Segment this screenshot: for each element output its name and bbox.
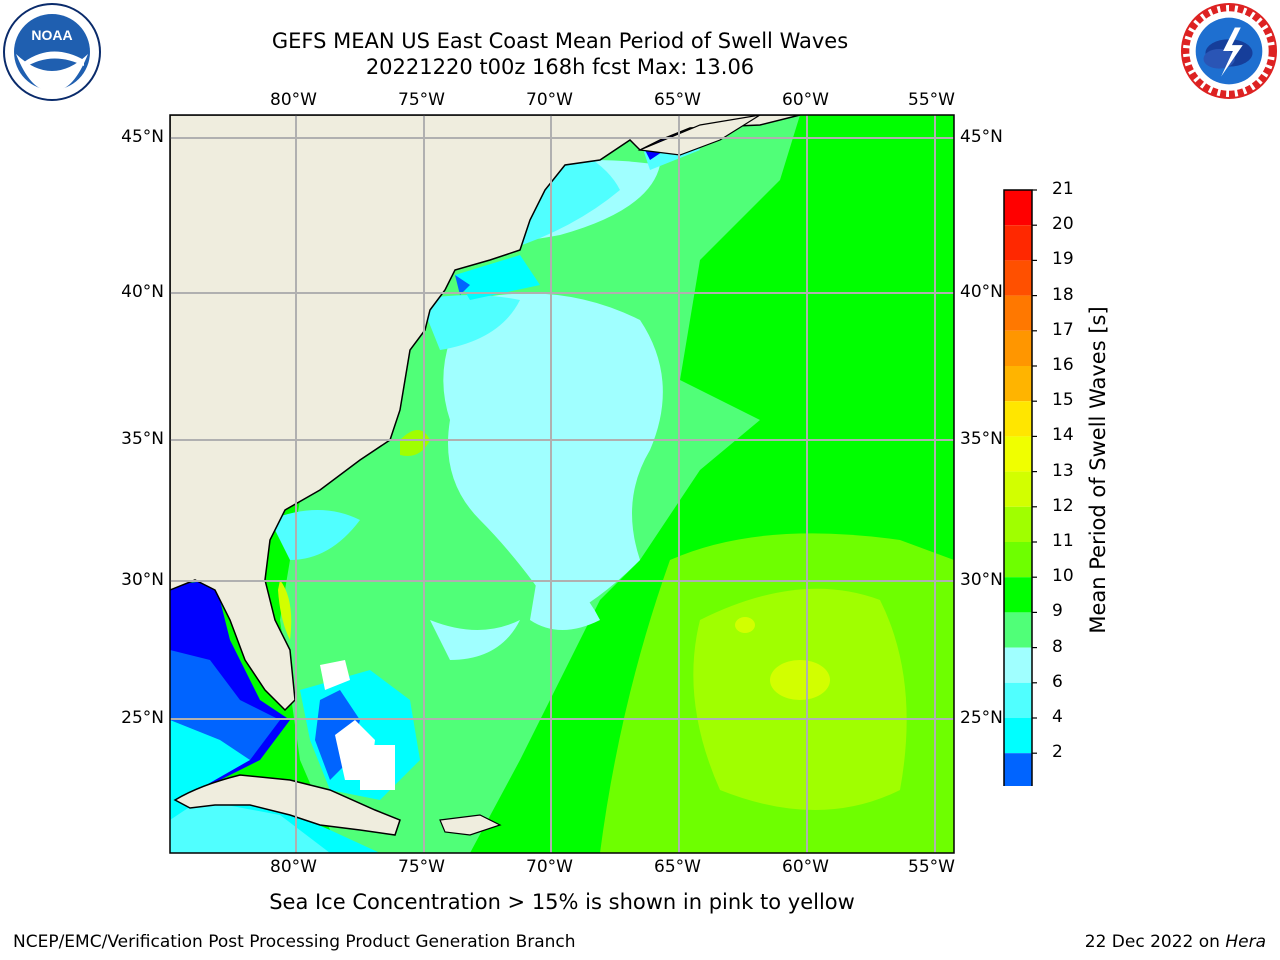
lat-tick-right: 40°N [960, 282, 1003, 302]
colorbar-tick-label: 15 [1052, 390, 1074, 411]
footer-credit: NCEP/EMC/Verification Post Processing Pr… [13, 932, 576, 952]
lon-tick-bottom: 70°W [526, 857, 573, 877]
noaa-logo-text: NOAA [31, 27, 72, 43]
colorbar-tick-label: 13 [1052, 460, 1074, 481]
colorbar-tick-label: 16 [1052, 355, 1074, 375]
colorbar-tick-label: 14 [1052, 425, 1074, 446]
map-gridlines [170, 115, 954, 853]
land-north-america [170, 115, 801, 712]
lat-tick-left: 30°N [121, 570, 164, 590]
lon-tick-top: 75°W [398, 90, 445, 110]
colorbar-tick-label: 11 [1052, 531, 1074, 551]
lat-tick-right: 30°N [960, 570, 1003, 590]
colorbar-segment [1004, 190, 1032, 226]
footer-date: 22 Dec 2022 on Hera [1084, 932, 1266, 952]
colorbar-segment [1004, 401, 1032, 437]
colorbar-title: Mean Period of Swell Waves [s] [1086, 306, 1110, 634]
colorbar-frame [1003, 189, 1033, 786]
colorbar-segment [1004, 647, 1032, 683]
colorbar-segment [1004, 330, 1032, 366]
colorbar-segment [1004, 471, 1032, 507]
lat-tick-left: 40°N [121, 282, 164, 302]
colorbar-tick-label: 10 [1052, 566, 1074, 587]
lon-tick-bottom: 60°W [782, 857, 829, 877]
colorbar [1003, 189, 1037, 786]
colorbar-segment [1004, 366, 1032, 402]
lon-tick-top: 80°W [270, 90, 317, 110]
lat-tick-right: 25°N [960, 708, 1003, 728]
colorbar-tick-label: 8 [1052, 636, 1063, 657]
colorbar-segment [1004, 718, 1032, 754]
colorbar-segment [1004, 577, 1032, 613]
lon-tick-top: 65°W [654, 90, 701, 110]
colorbar-segment [1004, 260, 1032, 296]
colorbar-segment [1004, 612, 1032, 648]
map-subtitle: 20221220 t00z 168h fcst Max: 13.06 [365, 55, 755, 79]
colorbar-tick-label: 20 [1052, 214, 1074, 235]
lon-tick-top: 60°W [782, 90, 829, 110]
colorbar-tick-label: 4 [1052, 707, 1063, 727]
colorbar-segment [1004, 506, 1032, 542]
lon-tick-bottom: 75°W [398, 857, 445, 877]
colorbar-segment [1004, 542, 1032, 578]
lat-tick-left: 25°N [121, 708, 164, 728]
footer-host: Hera [1225, 932, 1266, 952]
land-cuba [173, 774, 401, 836]
colorbar-segment [1004, 225, 1032, 261]
colorbar-tick-label: 9 [1052, 601, 1063, 622]
lon-tick-bottom: 55°W [908, 857, 955, 877]
colorbar-tick-label: 18 [1052, 284, 1074, 305]
map-title: GEFS MEAN US East Coast Mean Period of S… [271, 29, 849, 53]
colorbar-tick-label: 17 [1052, 319, 1074, 340]
colorbar-tick-label: 6 [1052, 671, 1063, 692]
colorbar-segment [1004, 436, 1032, 472]
colorbar-segment [1004, 682, 1032, 718]
nws-logo [1180, 2, 1278, 100]
lon-tick-top: 70°W [526, 90, 573, 110]
noaa-logo: NOAA [3, 3, 101, 101]
colorbar-tick-label: 21 [1052, 179, 1074, 199]
colorbar-tick-label: 2 [1052, 742, 1063, 763]
lon-tick-top: 55°W [908, 90, 955, 110]
swell-zone-8-9s [443, 293, 663, 620]
lon-tick-bottom: 80°W [270, 857, 317, 877]
colorbar-tick-label: 19 [1052, 249, 1074, 270]
lat-tick-left: 45°N [121, 127, 164, 147]
lat-tick-left: 35°N [121, 429, 164, 449]
lon-tick-bottom: 65°W [654, 857, 701, 877]
colorbar-segment [1004, 295, 1032, 331]
colorbar-tick-label: 12 [1052, 495, 1074, 516]
colorbar-segment [1004, 753, 1032, 786]
lat-tick-right: 35°N [960, 429, 1003, 449]
swell-zone-13s [770, 660, 830, 700]
sea-ice-note: Sea Ice Concentration > 15% is shown in … [269, 890, 855, 914]
lat-tick-right: 45°N [960, 127, 1003, 147]
map-frame [169, 114, 955, 854]
